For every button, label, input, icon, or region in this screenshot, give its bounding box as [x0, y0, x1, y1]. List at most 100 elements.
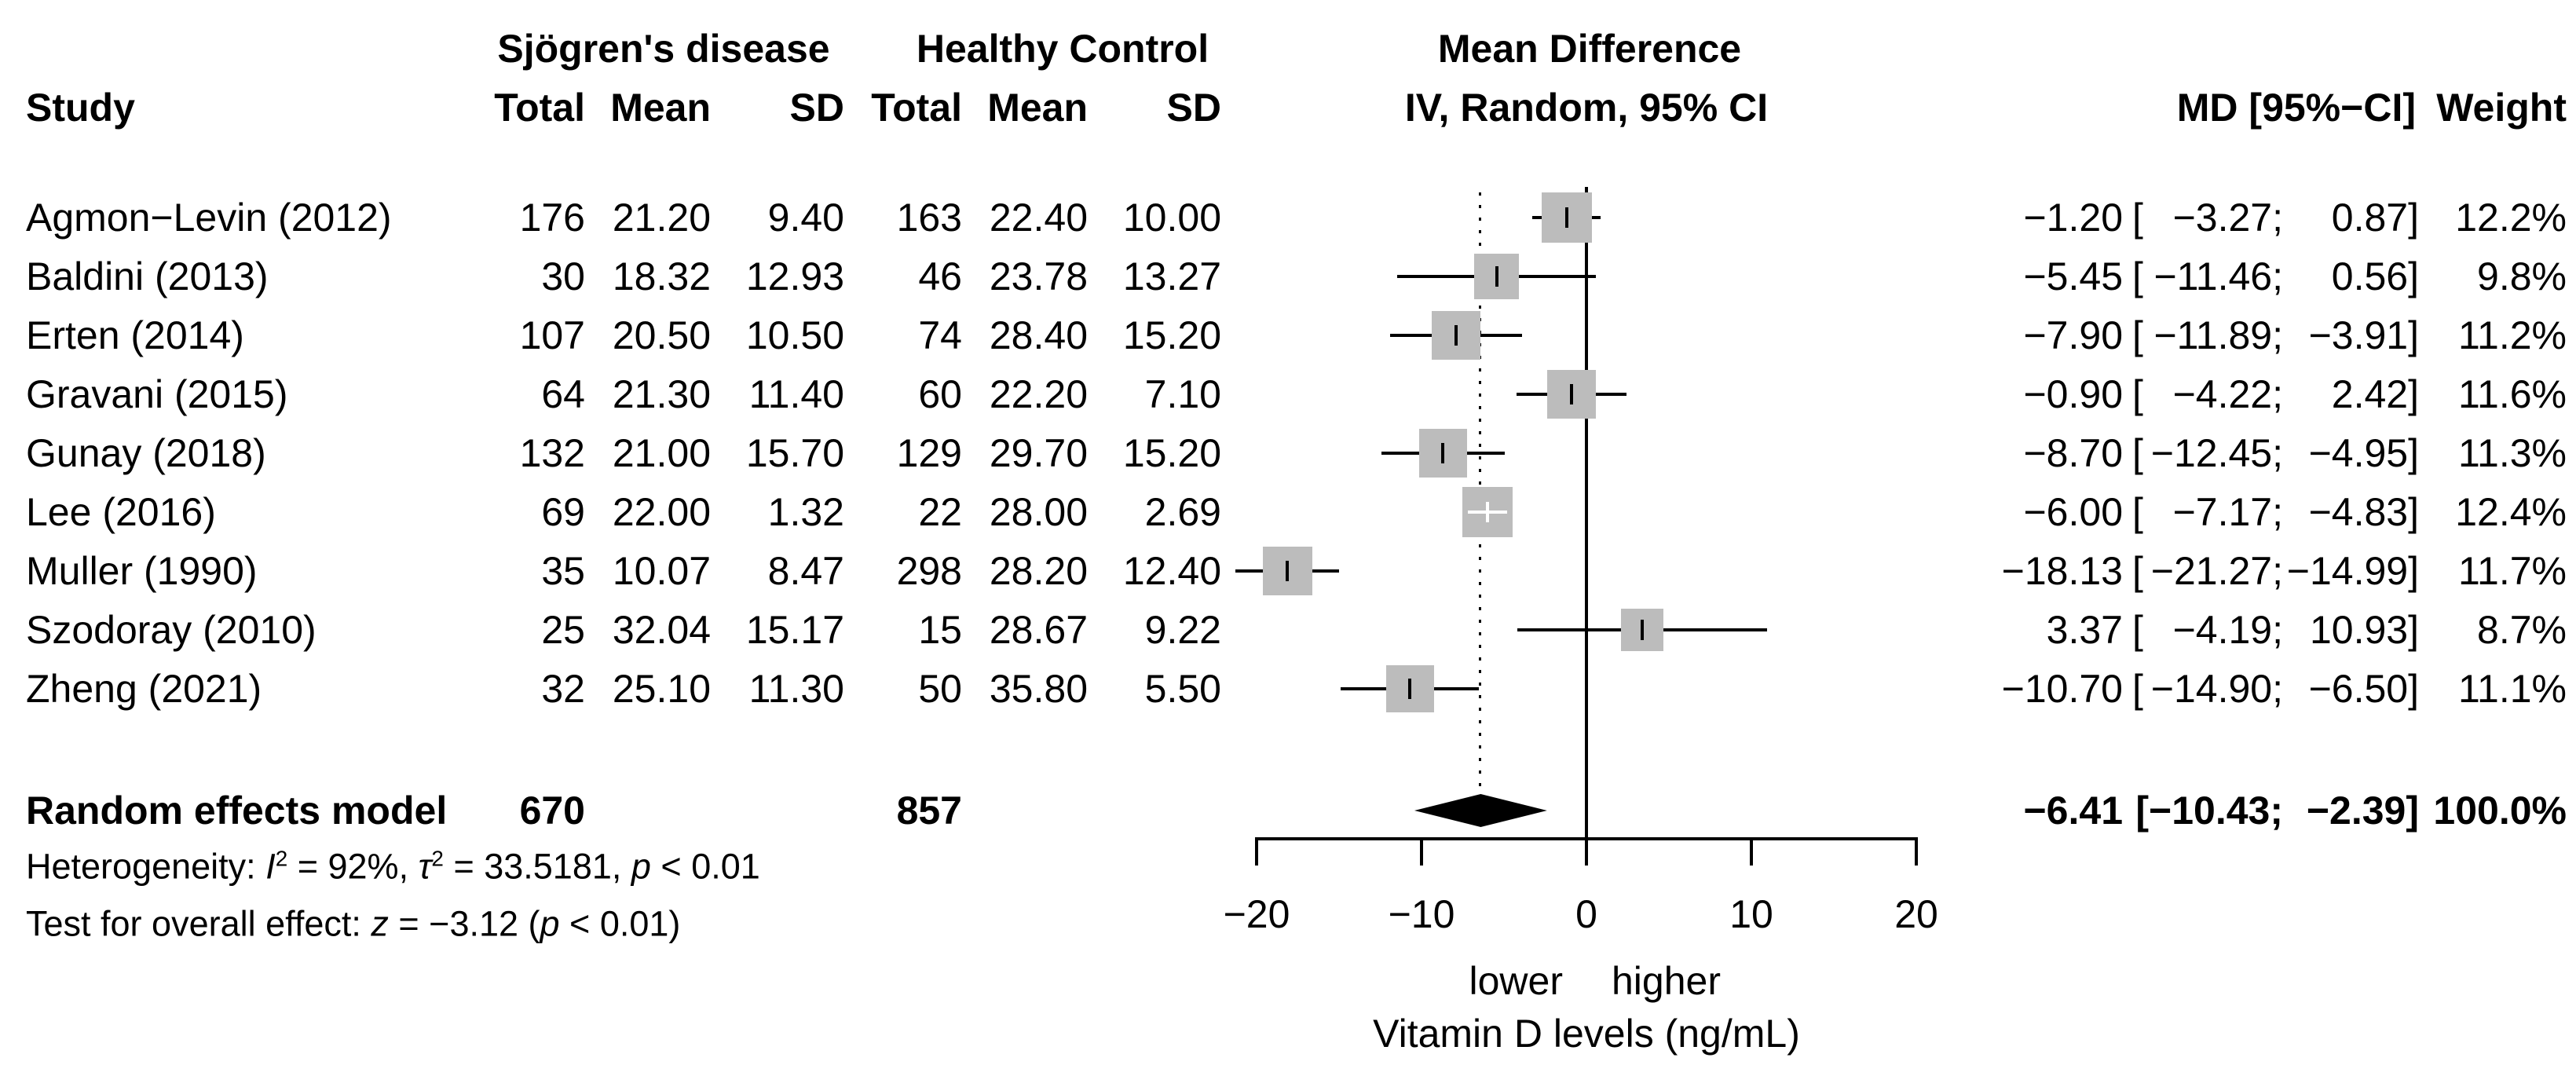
- cell-exp-total: 69: [541, 490, 585, 534]
- cell-ci-upper: −4.95]: [2308, 431, 2419, 475]
- cell-exp-mean: 22.00: [612, 490, 711, 534]
- heterogeneity-line: Heterogeneity: I2 = 92%, τ2 = 33.5181, p…: [26, 846, 760, 887]
- cell-ctrl-total: 163: [896, 196, 962, 240]
- cell-weight: 8.7%: [2477, 608, 2567, 652]
- cell-weight: 9.8%: [2477, 254, 2567, 298]
- zero-reference-line: [1585, 187, 1588, 839]
- x-axis-tick-label: 0: [1575, 892, 1597, 936]
- cell-exp-sd: 1.32: [767, 490, 844, 534]
- cell-md-value: 3.37: [2046, 608, 2123, 652]
- cell-ci-lower: −14.90;: [2150, 667, 2283, 711]
- ci-open-bracket: [: [2132, 549, 2143, 593]
- cell-ctrl-mean: 23.78: [989, 254, 1088, 298]
- cell-ctrl-total: 50: [918, 667, 962, 711]
- study-name: Szodoray (2010): [26, 608, 317, 652]
- cell-ctrl-sd: 15.20: [1122, 431, 1221, 475]
- cell-ctrl-sd: 2.69: [1144, 490, 1221, 534]
- het-i-stat: I: [265, 846, 276, 887]
- test-p-value: < 0.01): [559, 903, 681, 944]
- x-axis-tick: [1915, 839, 1918, 866]
- x-axis-tick-label: −10: [1388, 892, 1455, 936]
- x-axis-tick: [1750, 839, 1753, 866]
- test-p-symbol: p: [540, 903, 560, 944]
- ctrl-total-header: Total: [871, 86, 962, 130]
- het-i2-value: = 92%,: [287, 846, 419, 887]
- cell-exp-sd: 15.70: [745, 431, 844, 475]
- cell-exp-sd: 11.30: [748, 667, 844, 711]
- study-name: Agmon−Levin (2012): [26, 196, 392, 240]
- cell-weight: 11.2%: [2457, 313, 2567, 357]
- exp-mean-header: Mean: [610, 86, 711, 130]
- cell-ctrl-sd: 9.22: [1144, 608, 1221, 652]
- ci-open-bracket: [: [2132, 431, 2143, 475]
- cell-ci-lower: −11.46;: [2153, 254, 2283, 298]
- cell-ctrl-total: 15: [918, 608, 962, 652]
- cell-weight: 11.7%: [2457, 549, 2567, 593]
- study-column-header: Study: [26, 86, 135, 130]
- ci-open-bracket: [: [2132, 313, 2143, 357]
- ci-open-bracket: [: [2132, 667, 2143, 711]
- cell-exp-sd: 12.93: [745, 254, 844, 298]
- cell-ctrl-mean: 35.80: [989, 667, 1088, 711]
- x-axis-tick: [1420, 839, 1423, 866]
- direction-label-lower: lower: [1469, 959, 1563, 1003]
- cell-exp-mean: 18.32: [612, 254, 711, 298]
- effect-point-tick: [1640, 620, 1644, 640]
- x-axis-tick-label: −20: [1223, 892, 1290, 936]
- cell-ci-upper: −6.50]: [2308, 667, 2419, 711]
- cell-exp-total: 25: [541, 608, 585, 652]
- summary-ci-upper: −2.39]: [2306, 789, 2419, 833]
- x-axis-title: Vitamin D levels (ng/mL): [1373, 1012, 1800, 1056]
- effect-point-tick: [1286, 561, 1290, 581]
- cell-ci-upper: −4.83]: [2308, 490, 2419, 534]
- summary-md-value: −6.41: [2023, 789, 2123, 833]
- cell-ci-lower: −3.27;: [2172, 196, 2283, 240]
- x-axis-tick: [1255, 839, 1258, 866]
- ctrl-mean-header: Mean: [987, 86, 1088, 130]
- exp-total-header: Total: [494, 86, 585, 130]
- cell-ci-upper: 10.93]: [2309, 608, 2419, 652]
- summary-label: Random effects model: [26, 789, 448, 833]
- cell-ctrl-sd: 5.50: [1144, 667, 1221, 711]
- cell-exp-total: 107: [519, 313, 585, 357]
- cell-ci-upper: 0.87]: [2331, 196, 2419, 240]
- cell-ctrl-total: 74: [918, 313, 962, 357]
- cell-ctrl-total: 22: [918, 490, 962, 534]
- overall-effect-test-line: Test for overall effect: z = −3.12 (p < …: [26, 906, 680, 942]
- cell-md-value: −0.90: [2023, 372, 2123, 416]
- ctrl-sd-header: SD: [1166, 86, 1221, 130]
- cell-ctrl-mean: 28.40: [989, 313, 1088, 357]
- effect-point-tick: [1570, 384, 1574, 404]
- cell-ctrl-sd: 7.10: [1144, 372, 1221, 416]
- cell-ctrl-mean: 28.20: [989, 549, 1088, 593]
- effect-point-tick: [1454, 325, 1458, 346]
- cell-exp-mean: 32.04: [612, 608, 711, 652]
- study-name: Erten (2014): [26, 313, 244, 357]
- cell-exp-sd: 11.40: [748, 372, 844, 416]
- x-axis-tick-label: 20: [1894, 892, 1938, 936]
- cell-weight: 11.1%: [2457, 667, 2567, 711]
- cell-exp-total: 35: [541, 549, 585, 593]
- cell-ci-upper: 0.56]: [2331, 254, 2419, 298]
- cell-exp-mean: 10.07: [612, 549, 711, 593]
- cell-exp-total: 32: [541, 667, 585, 711]
- cell-ctrl-total: 60: [918, 372, 962, 416]
- study-name: Gravani (2015): [26, 372, 288, 416]
- study-name: Zheng (2021): [26, 667, 262, 711]
- summary-ctrl-total: 857: [896, 789, 962, 833]
- cell-exp-mean: 20.50: [612, 313, 711, 357]
- direction-label-higher: higher: [1612, 959, 1721, 1003]
- cell-ctrl-sd: 10.00: [1122, 196, 1221, 240]
- cell-exp-mean: 21.30: [612, 372, 711, 416]
- summary-exp-total: 670: [519, 789, 585, 833]
- cell-ctrl-mean: 22.40: [989, 196, 1088, 240]
- het-p-value: < 0.01: [650, 846, 760, 887]
- het-label: Heterogeneity:: [26, 846, 266, 887]
- summary-diamond: [1414, 794, 1547, 827]
- cell-ci-upper: 2.42]: [2331, 372, 2419, 416]
- cell-weight: 11.3%: [2457, 431, 2567, 475]
- cell-exp-total: 64: [541, 372, 585, 416]
- exp-sd-header: SD: [789, 86, 844, 130]
- cell-exp-total: 176: [519, 196, 585, 240]
